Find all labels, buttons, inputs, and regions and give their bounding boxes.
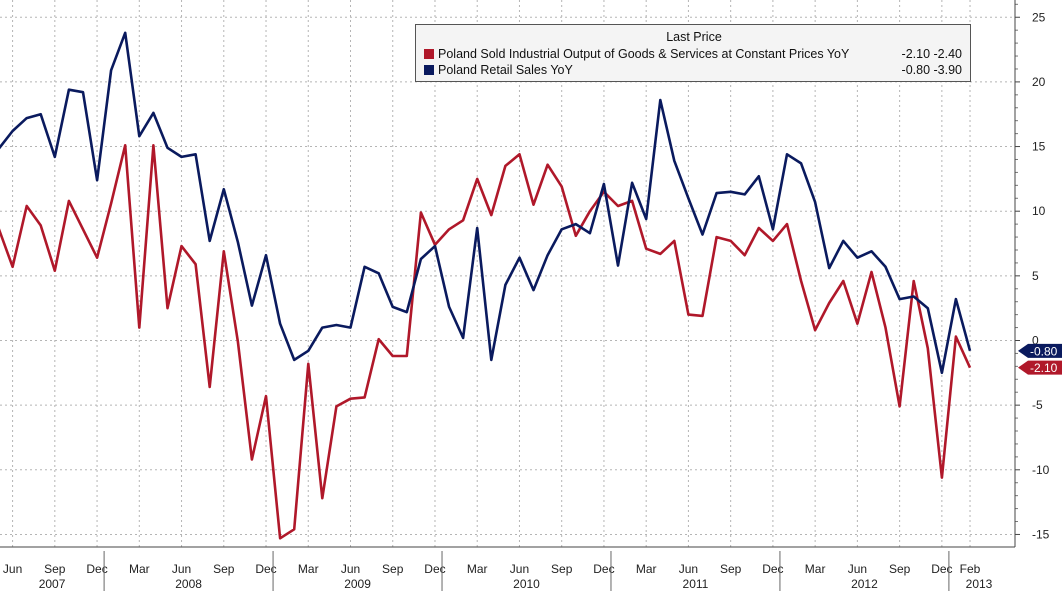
x-tick-label: Mar xyxy=(129,562,150,576)
x-tick-label: Jun xyxy=(341,562,360,576)
year-label: 2013 xyxy=(966,577,993,591)
year-label: 2009 xyxy=(344,577,371,591)
year-label: 2012 xyxy=(851,577,878,591)
y-tick-label: -10 xyxy=(1032,463,1050,477)
x-tick-label: Sep xyxy=(382,562,404,576)
legend-values: -2.10 -2.40 xyxy=(901,47,962,61)
x-tick-label: Feb xyxy=(960,562,981,576)
tag-label: -2.10 xyxy=(1030,361,1058,375)
year-label: 2010 xyxy=(513,577,540,591)
last-value-tags: -0.80 -2.10 xyxy=(1018,343,1062,375)
x-tick-label: Jun xyxy=(172,562,191,576)
legend-swatch-red xyxy=(424,49,434,59)
legend-values: -0.80 -3.90 xyxy=(901,63,962,77)
series-line-retail-sales xyxy=(0,31,972,375)
tag-label: -0.80 xyxy=(1030,344,1058,358)
last-value-tag: -0.80 xyxy=(1018,343,1062,358)
series-lines xyxy=(0,31,972,540)
y-tick-label: -15 xyxy=(1032,527,1050,541)
tag-background xyxy=(1018,360,1062,375)
year-label: 2011 xyxy=(683,577,709,591)
x-tick-label: Sep xyxy=(213,562,235,576)
x-tick-label: Jun xyxy=(3,562,22,576)
y-tick-label: 20 xyxy=(1032,75,1046,89)
x-tick-label: Jun xyxy=(679,562,698,576)
x-tick-label: Dec xyxy=(255,562,276,576)
tag-background xyxy=(1018,343,1062,358)
legend-entry-retail-sales: Poland Retail Sales YoY xyxy=(424,63,573,78)
year-label: 2007 xyxy=(39,577,66,591)
gridlines xyxy=(0,0,1015,547)
x-tick-label: Dec xyxy=(931,562,952,576)
x-tick-label: Jun xyxy=(510,562,529,576)
legend-label: Poland Retail Sales YoY xyxy=(438,63,573,77)
x-tick-label: Sep xyxy=(44,562,66,576)
x-tick-label: Dec xyxy=(86,562,107,576)
x-tick-label: Dec xyxy=(593,562,614,576)
x-tick-label: Dec xyxy=(424,562,445,576)
legend-entry-industrial-output: Poland Sold Industrial Output of Goods &… xyxy=(424,47,849,62)
y-tick-label: 15 xyxy=(1032,140,1046,154)
x-tick-label: Sep xyxy=(720,562,742,576)
y-tick-label: 25 xyxy=(1032,10,1046,24)
x-tick-label: Dec xyxy=(762,562,783,576)
year-label: 2008 xyxy=(175,577,202,591)
series-line-industrial-output xyxy=(0,144,972,540)
x-tick-label: Sep xyxy=(551,562,573,576)
y-tick-label: 5 xyxy=(1032,269,1039,283)
legend: Last Price Poland Sold Industrial Output… xyxy=(415,24,971,82)
x-tick-label: Mar xyxy=(467,562,488,576)
x-tick-label: Sep xyxy=(889,562,911,576)
last-value-tag: -2.10 xyxy=(1018,360,1062,375)
x-tick-label: Mar xyxy=(636,562,657,576)
legend-label: Poland Sold Industrial Output of Goods &… xyxy=(438,47,850,61)
legend-swatch-blue xyxy=(424,65,434,75)
legend-header: Last Price xyxy=(666,30,722,44)
x-tick-label: Mar xyxy=(298,562,319,576)
y-tick-label: 0 xyxy=(1032,334,1039,348)
x-tick-label: Jun xyxy=(848,562,867,576)
y-tick-label: 10 xyxy=(1032,204,1046,218)
x-tick-label: Mar xyxy=(805,562,826,576)
y-tick-label: -5 xyxy=(1032,398,1043,412)
